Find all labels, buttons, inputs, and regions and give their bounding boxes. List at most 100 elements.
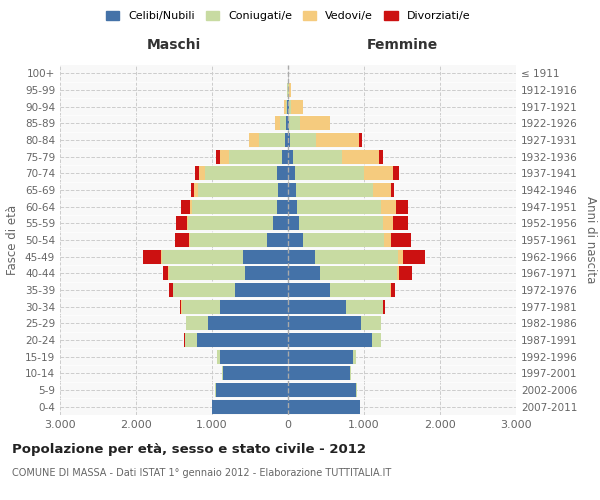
- Bar: [288, 350, 353, 364]
- Bar: [373, 183, 391, 197]
- Bar: [221, 366, 223, 380]
- Bar: [383, 300, 385, 314]
- Bar: [288, 383, 356, 397]
- Bar: [273, 216, 288, 230]
- Bar: [194, 183, 197, 197]
- Bar: [229, 150, 283, 164]
- Bar: [286, 100, 287, 114]
- Bar: [187, 216, 188, 230]
- Bar: [383, 216, 392, 230]
- Bar: [205, 166, 277, 180]
- Bar: [243, 250, 288, 264]
- Bar: [168, 266, 169, 280]
- Bar: [286, 116, 288, 130]
- Bar: [364, 166, 393, 180]
- Bar: [190, 200, 192, 214]
- Bar: [314, 250, 398, 264]
- Bar: [284, 100, 286, 114]
- Bar: [297, 200, 381, 214]
- Bar: [245, 266, 288, 280]
- Bar: [288, 100, 289, 114]
- Bar: [173, 283, 235, 297]
- Bar: [188, 216, 273, 230]
- Bar: [192, 200, 277, 214]
- Bar: [249, 133, 259, 147]
- Bar: [195, 166, 199, 180]
- Bar: [289, 83, 290, 97]
- Bar: [259, 133, 285, 147]
- Bar: [288, 283, 330, 297]
- Bar: [350, 366, 351, 380]
- Bar: [384, 233, 391, 247]
- Bar: [371, 333, 382, 347]
- Bar: [390, 283, 391, 297]
- Bar: [330, 283, 390, 297]
- Bar: [190, 233, 267, 247]
- Bar: [295, 166, 364, 180]
- Bar: [220, 350, 288, 364]
- Bar: [288, 216, 299, 230]
- Bar: [391, 283, 395, 297]
- Bar: [197, 183, 278, 197]
- Bar: [287, 100, 288, 114]
- Bar: [217, 150, 220, 164]
- Bar: [199, 166, 205, 180]
- Bar: [299, 216, 383, 230]
- Bar: [288, 133, 290, 147]
- Text: Maschi: Maschi: [147, 38, 201, 52]
- Bar: [288, 400, 360, 414]
- Bar: [169, 266, 245, 280]
- Bar: [288, 366, 350, 380]
- Bar: [293, 150, 341, 164]
- Y-axis label: Anni di nascita: Anni di nascita: [584, 196, 597, 284]
- Text: COMUNE DI MASSA - Dati ISTAT 1° gennaio 2012 - Elaborazione TUTTITALIA.IT: COMUNE DI MASSA - Dati ISTAT 1° gennaio …: [12, 468, 391, 477]
- Bar: [316, 133, 359, 147]
- Bar: [391, 183, 394, 197]
- Bar: [288, 233, 303, 247]
- Bar: [379, 150, 383, 164]
- Bar: [288, 183, 296, 197]
- Bar: [288, 266, 320, 280]
- Bar: [292, 100, 303, 114]
- Bar: [235, 283, 288, 297]
- Text: Popolazione per età, sesso e stato civile - 2012: Popolazione per età, sesso e stato civil…: [12, 442, 366, 456]
- Bar: [290, 133, 316, 147]
- Bar: [278, 183, 288, 197]
- Bar: [288, 200, 297, 214]
- Bar: [208, 316, 288, 330]
- Bar: [296, 183, 373, 197]
- Bar: [280, 116, 286, 130]
- Bar: [182, 300, 220, 314]
- Bar: [392, 216, 408, 230]
- Bar: [217, 350, 220, 364]
- Text: Femmine: Femmine: [367, 38, 437, 52]
- Bar: [220, 300, 288, 314]
- Bar: [223, 366, 288, 380]
- Bar: [346, 300, 383, 314]
- Bar: [275, 116, 280, 130]
- Bar: [197, 333, 288, 347]
- Bar: [180, 300, 181, 314]
- Bar: [289, 116, 300, 130]
- Bar: [396, 200, 408, 214]
- Bar: [359, 133, 362, 147]
- Bar: [289, 100, 292, 114]
- Bar: [353, 350, 356, 364]
- Bar: [397, 266, 399, 280]
- Bar: [181, 200, 190, 214]
- Bar: [403, 250, 425, 264]
- Bar: [191, 183, 194, 197]
- Bar: [361, 316, 382, 330]
- Bar: [320, 266, 397, 280]
- Bar: [393, 166, 400, 180]
- Bar: [162, 250, 243, 264]
- Bar: [288, 316, 361, 330]
- Bar: [143, 250, 161, 264]
- Bar: [188, 233, 190, 247]
- Bar: [381, 200, 396, 214]
- Bar: [399, 266, 412, 280]
- Bar: [288, 300, 346, 314]
- Bar: [300, 116, 331, 130]
- Bar: [288, 166, 295, 180]
- Legend: Celibi/Nubili, Coniugati/e, Vedovi/e, Divorziati/e: Celibi/Nubili, Coniugati/e, Vedovi/e, Di…: [106, 10, 470, 21]
